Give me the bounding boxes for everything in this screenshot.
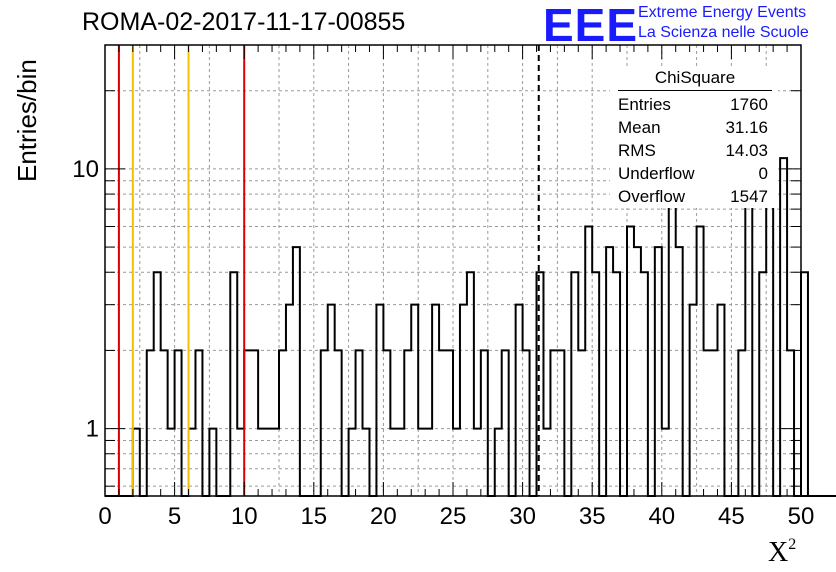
x-tick-label: 15: [300, 503, 327, 530]
x-tick-label: 20: [370, 503, 397, 530]
x-tick-label: 35: [579, 503, 606, 530]
stats-label: Entries: [618, 95, 671, 114]
stats-label: Overflow: [618, 187, 686, 206]
x-tick-label: 5: [168, 503, 181, 530]
x-tick-label: 40: [648, 503, 675, 530]
x-tick-label: 0: [98, 503, 111, 530]
stats-label: Underflow: [618, 164, 695, 183]
x-tick-label: 25: [440, 503, 467, 530]
stats-row-overflow: Overflow 1547: [610, 185, 778, 208]
y-axis-label: Entries/bin: [12, 59, 42, 182]
stats-title: ChiSquare: [618, 66, 772, 91]
stats-label: RMS: [618, 141, 656, 160]
logo-line-1: Extreme Energy Events: [638, 4, 807, 21]
stats-row-mean: Mean 31.16: [610, 116, 778, 139]
histogram-outline: [105, 114, 836, 497]
logo-line-2: La Scienza nelle Scuole: [638, 24, 809, 41]
stats-label: Mean: [618, 118, 661, 137]
x-tick-label: 10: [231, 503, 258, 530]
x-tick-label: 30: [509, 503, 536, 530]
stats-value: 14.03: [725, 141, 768, 160]
stats-value: 1547: [730, 187, 768, 206]
x-tick-label: 45: [718, 503, 745, 530]
x-axis-label: X2: [768, 536, 797, 568]
eee-logo: EEE: [543, 0, 639, 51]
x-tick-label: 50: [788, 503, 815, 530]
y-tick-label: 10: [72, 156, 99, 183]
run-title: ROMA-02-2017-11-17-00855: [82, 8, 406, 36]
tick-labels: 0 5 10 15 20 25 30 35 40 45 50 1 10: [72, 156, 814, 530]
y-tick-label: 1: [86, 416, 99, 443]
marker-lines: [117, 45, 540, 496]
stats-value: 0: [758, 164, 768, 183]
stats-row-entries: Entries 1760: [610, 93, 778, 116]
stats-row-underflow: Underflow 0: [610, 162, 778, 185]
stats-value: 31.16: [725, 118, 768, 137]
axis-ticks: [104, 45, 802, 496]
histogram-bars: [105, 114, 836, 497]
stats-box: ChiSquare Entries 1760 Mean 31.16 RMS 14…: [610, 66, 778, 208]
stats-row-rms: RMS 14.03: [610, 139, 778, 162]
stats-value: 1760: [730, 95, 768, 114]
